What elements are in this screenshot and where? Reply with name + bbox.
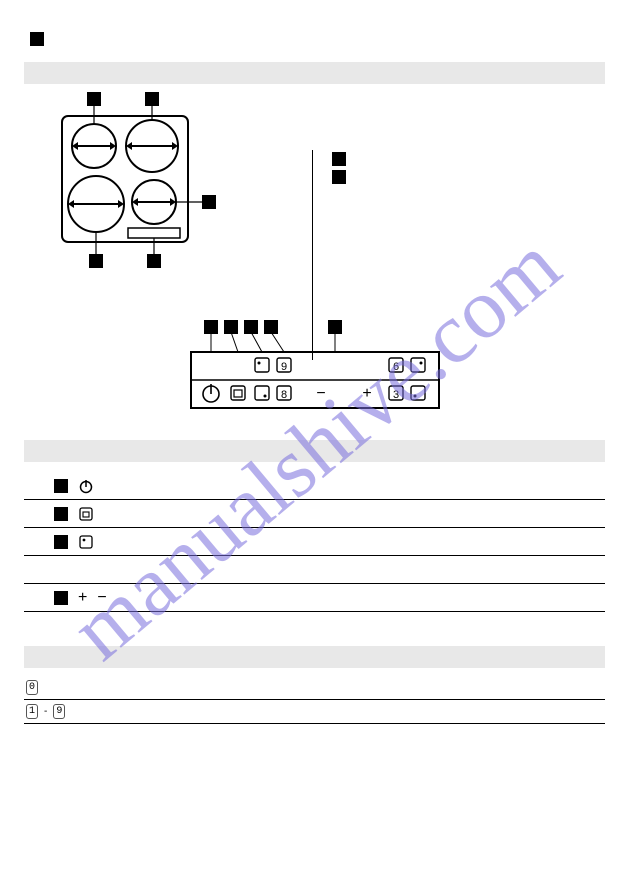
control-panel-diagram: 9 8 − + 6 3 — [185, 322, 445, 412]
section-bar-product-description — [24, 62, 605, 84]
display-row-0: 0 — [24, 676, 605, 700]
control-square-2 — [54, 507, 68, 521]
panel-svg: 9 8 − + 6 3 — [185, 322, 445, 422]
control-square-5 — [54, 591, 68, 605]
legend-row-1 — [332, 150, 346, 168]
display-row-1-9: 1 - 9 — [24, 700, 605, 724]
panel-callout-1 — [204, 320, 218, 334]
legend-square-1 — [332, 152, 346, 166]
display-segment-1: 1 — [26, 704, 38, 719]
display-segment-0: 0 — [26, 680, 38, 695]
svg-text:8: 8 — [280, 389, 286, 401]
panel-callout-3 — [244, 320, 258, 334]
page-content: 9 8 − + 6 3 — [0, 0, 629, 724]
legend-row-2 — [332, 168, 346, 186]
control-square-3 — [54, 535, 68, 549]
control-square-1 — [54, 479, 68, 493]
panel-callout-4 — [264, 320, 278, 334]
controls-table: + − — [24, 472, 605, 612]
control-row-zone — [24, 528, 605, 556]
svg-text:3: 3 — [392, 389, 398, 401]
svg-text:−: − — [316, 385, 325, 402]
header-callout-square — [30, 32, 44, 46]
hob-callout-5 — [89, 254, 103, 268]
hob-svg — [54, 102, 214, 262]
legend-square-2 — [332, 170, 346, 184]
hob-callout-3 — [202, 195, 216, 209]
svg-text:6: 6 — [392, 361, 398, 373]
hob-legend — [332, 150, 346, 186]
hob-callout-2 — [145, 92, 159, 106]
lock-icon — [78, 506, 94, 522]
power-icon — [78, 478, 94, 494]
display-segment-9: 9 — [53, 704, 65, 719]
zone-select-icon — [78, 534, 94, 550]
panel-callout-5 — [328, 320, 342, 334]
display-table: 0 1 - 9 — [24, 676, 605, 724]
plus-icon: + — [78, 589, 87, 607]
control-row-lock — [24, 500, 605, 528]
control-row-display — [24, 556, 605, 584]
svg-text:+: + — [362, 385, 371, 402]
hob-surface-diagram — [54, 102, 214, 262]
panel-callout-2 — [224, 320, 238, 334]
minus-icon: − — [97, 589, 106, 607]
section-bar-controls — [24, 440, 605, 462]
svg-text:9: 9 — [280, 361, 286, 373]
section-bar-displays — [24, 646, 605, 668]
hob-callout-1 — [87, 92, 101, 106]
control-row-plusminus: + − — [24, 584, 605, 612]
control-row-power — [24, 472, 605, 500]
hob-callout-4 — [147, 254, 161, 268]
